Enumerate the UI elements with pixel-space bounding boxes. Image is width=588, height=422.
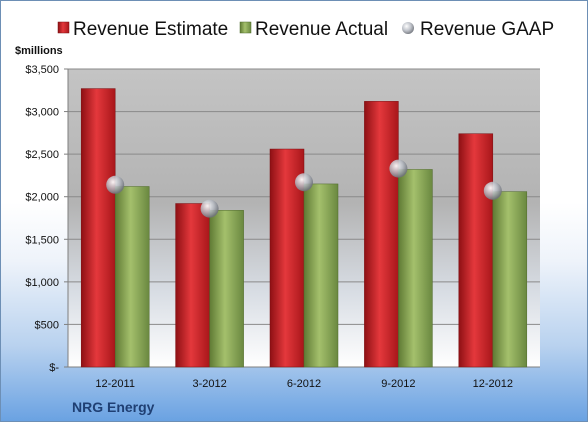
bar-revenue-estimate [364,101,399,368]
y-axis-ticks: $- $500 $1,000 $1,500 $2,000 $2,500 $3,000 $3,5… [25,64,68,374]
y-tick-label: $- [49,362,59,374]
legend-swatch-estimate [57,21,70,34]
unit-label: $millions [15,45,63,57]
bar-revenue-actual [209,210,244,368]
y-tick-label: $2,500 [25,149,59,161]
bar-revenue-estimate [175,203,210,368]
y-tick-label: $2,000 [25,192,59,204]
y-tick-label: $3,500 [25,64,59,76]
legend-swatch-actual [239,21,252,34]
legend-item-revenue-actual[interactable]: Revenue Actual [239,19,388,40]
y-tick-label: $3,000 [25,107,59,119]
legend-item-revenue-gaap[interactable]: Revenue GAAP [402,19,554,40]
bar-revenue-actual [303,183,339,368]
y-tick-label: $1,500 [25,234,59,246]
legend-label-actual: Revenue Actual [255,19,388,40]
y-tick-label: $500 [35,319,59,331]
marker-revenue-gaap [295,173,313,192]
legend-item-revenue-estimate[interactable]: Revenue Estimate [57,19,228,40]
bar-revenue-estimate [458,133,494,368]
marker-revenue-gaap [200,199,219,218]
marker-revenue-gaap [389,159,408,178]
company-name: NRG Energy [72,399,155,415]
x-tick-label: 3-2012 [192,378,226,390]
marker-revenue-gaap [483,181,502,200]
legend-label-gaap: Revenue GAAP [420,19,554,40]
x-tick-label: 12-2011 [95,378,135,390]
x-axis-ticks: 12-2011 3-2012 6-2012 9-2012 12-2012 [95,378,513,390]
x-tick-label: 6-2012 [287,378,321,390]
marker-revenue-gaap [106,175,125,194]
y-tick-label: $1,000 [25,277,59,289]
x-tick-label: 12-2012 [473,378,513,390]
bar-revenue-actual [114,186,150,368]
x-tick-label: 9-2012 [381,378,415,390]
legend-swatch-gaap [402,22,414,34]
bars [80,88,528,368]
bar-revenue-estimate [80,88,116,368]
bar-revenue-actual [398,169,433,368]
bar-revenue-actual [492,191,528,368]
legend-label-estimate: Revenue Estimate [73,19,228,40]
legend: Revenue Estimate Revenue Actual Revenue … [57,19,554,40]
gaap-markers [106,159,502,218]
